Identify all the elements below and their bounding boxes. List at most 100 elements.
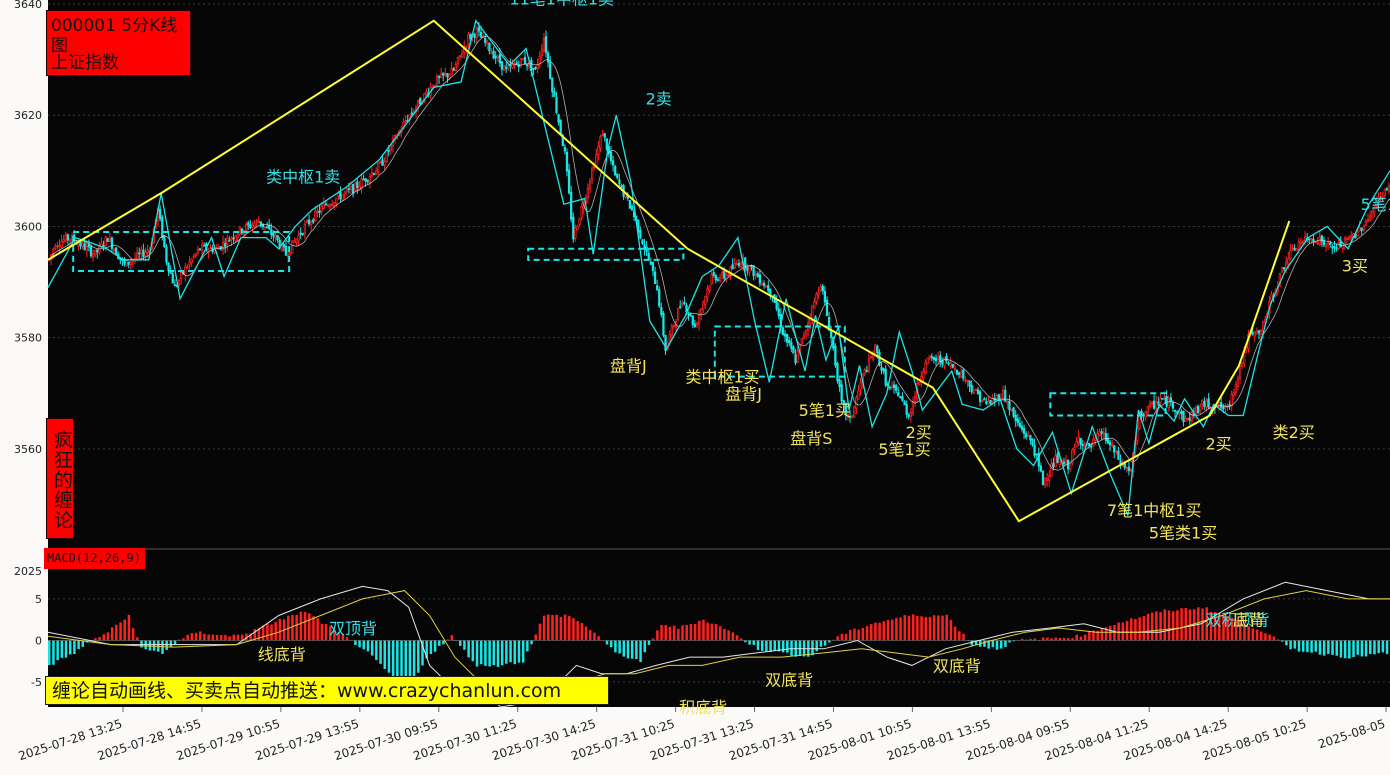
candle-body xyxy=(651,261,655,271)
candle-body xyxy=(867,357,871,372)
candle-body xyxy=(1115,450,1118,453)
candle-body xyxy=(1171,402,1175,409)
signal-annotation: 类2买 xyxy=(1273,423,1315,442)
candle-body xyxy=(1347,237,1351,241)
macd-histogram-bar xyxy=(1167,610,1171,641)
promo-banner[interactable]: 缠论自动画线、买卖点自动推送：www.crazychanlun.com xyxy=(45,676,609,705)
candle-body xyxy=(1050,463,1053,477)
macd-histogram-bar xyxy=(1251,628,1255,641)
candle-body xyxy=(570,191,573,220)
candle-body xyxy=(1090,445,1093,448)
candle-body xyxy=(563,146,567,152)
macd-histogram-bar xyxy=(1129,618,1133,641)
candle-body xyxy=(821,285,824,292)
macd-histogram-bar xyxy=(752,640,756,645)
candle-body xyxy=(641,239,644,245)
macd-histogram-bar xyxy=(433,640,437,652)
macd-histogram-bar xyxy=(1373,640,1376,655)
candle-body xyxy=(228,239,231,242)
candle-body xyxy=(934,357,938,362)
candle-body xyxy=(173,284,176,287)
candle-body xyxy=(362,178,365,181)
macd-histogram-bar xyxy=(383,640,387,669)
candle-body xyxy=(402,121,405,130)
candle-body xyxy=(112,248,116,251)
macd-histogram-bar xyxy=(345,637,349,641)
candle-body xyxy=(555,97,558,113)
candle-body xyxy=(337,192,340,198)
candle-body xyxy=(1362,225,1365,231)
macd-histogram-bar xyxy=(450,635,454,641)
macd-dea-line xyxy=(47,590,1390,700)
candle-body xyxy=(679,305,682,308)
candle-body xyxy=(1350,235,1353,239)
macd-histogram-bar xyxy=(266,623,269,641)
candle-body xyxy=(475,28,478,38)
candle-body xyxy=(976,389,980,395)
candle-body xyxy=(444,73,447,76)
candle-body xyxy=(892,384,896,388)
macd-histogram-bar xyxy=(94,638,97,641)
macd-histogram-bar xyxy=(723,628,726,641)
macd-histogram-bar xyxy=(1180,608,1183,641)
candle-body xyxy=(1364,221,1368,226)
macd-histogram-bar xyxy=(236,634,240,641)
candle-body xyxy=(1371,210,1374,219)
macd-histogram-bar xyxy=(228,636,231,641)
candle-body xyxy=(343,191,346,195)
candle-body xyxy=(1106,437,1110,444)
macd-histogram-bar xyxy=(488,640,491,667)
macd-histogram-bar xyxy=(1104,627,1108,641)
macd-histogram-bar xyxy=(911,614,915,641)
candle-body xyxy=(1337,242,1340,249)
macd-signal-annotation: 双顶背 xyxy=(329,619,377,638)
candle-body xyxy=(318,210,321,214)
candle-body xyxy=(1077,436,1080,443)
candle-body xyxy=(1293,248,1296,251)
candle-body xyxy=(710,274,713,285)
candle-body xyxy=(1058,457,1061,466)
macd-histogram-bar xyxy=(1218,612,1221,641)
macd-histogram-bar xyxy=(958,631,961,641)
candle-body xyxy=(452,68,455,71)
macd-histogram-bar xyxy=(261,625,265,641)
candle-body xyxy=(683,302,686,304)
macd-histogram-bar xyxy=(308,613,311,641)
candle-body xyxy=(1381,196,1384,199)
macd-histogram-bar xyxy=(1327,640,1330,654)
candle-body xyxy=(712,272,715,276)
macd-histogram-bar xyxy=(739,638,743,641)
candle-body xyxy=(328,204,332,208)
macd-histogram-bar xyxy=(1088,630,1091,641)
signal-annotation: 5笔1买 xyxy=(799,401,851,420)
candle-body xyxy=(1312,239,1315,243)
candle-body xyxy=(1031,438,1034,445)
candle-body xyxy=(1098,431,1101,437)
candle-body xyxy=(1066,459,1070,470)
candle-body xyxy=(955,369,959,375)
candle-body xyxy=(351,184,355,194)
candle-body xyxy=(769,288,772,296)
candle-body xyxy=(918,382,921,386)
candle-body xyxy=(125,260,128,267)
macd-histogram-bar xyxy=(651,638,655,641)
candle-body xyxy=(68,238,72,241)
candle-body xyxy=(1117,450,1120,460)
candle-body xyxy=(454,64,457,71)
macd-histogram-bar xyxy=(484,640,487,666)
candle-body xyxy=(295,238,298,243)
candle-body xyxy=(972,391,975,394)
candle-body xyxy=(171,273,174,284)
price-tick-label: 3600 xyxy=(14,220,42,233)
macd-histogram-bar xyxy=(639,640,642,662)
signal-annotation: 类中枢1卖 xyxy=(266,167,340,186)
candle-body xyxy=(1207,398,1210,408)
candle-body xyxy=(1236,378,1240,388)
candle-body xyxy=(1186,417,1189,420)
candle-body xyxy=(953,367,957,370)
macd-histogram-bar xyxy=(1310,640,1313,653)
macd-histogram-bar xyxy=(861,627,865,641)
candle-body xyxy=(1022,428,1026,434)
macd-histogram-bar xyxy=(396,640,399,680)
macd-histogram-bar xyxy=(1297,640,1301,652)
